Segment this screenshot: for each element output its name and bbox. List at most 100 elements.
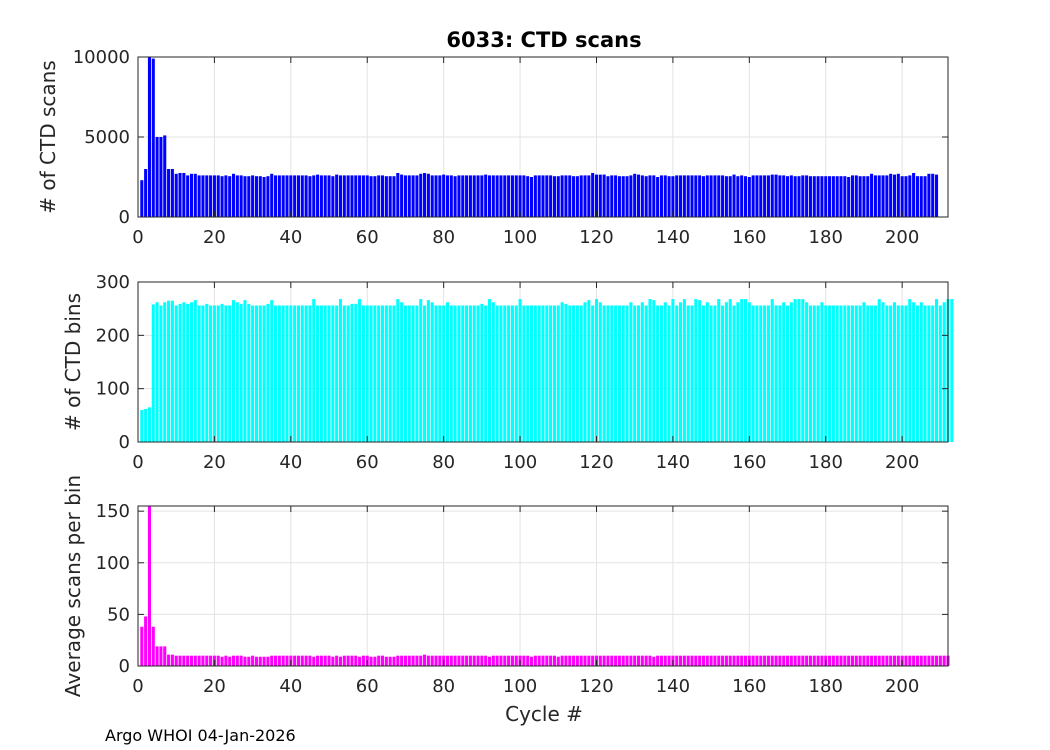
bar (763, 305, 767, 442)
bar (308, 305, 312, 442)
bar (766, 655, 770, 666)
y-tick-label: 0 (119, 432, 130, 453)
bar (495, 655, 499, 666)
x-tick-label: 0 (132, 227, 143, 248)
bar (510, 305, 514, 442)
x-tick-label: 120 (579, 452, 613, 473)
bar (763, 655, 767, 666)
bar (556, 656, 560, 666)
y-tick-label: 5000 (84, 127, 130, 148)
x-tick-label: 20 (203, 452, 226, 473)
bar (445, 302, 450, 442)
bar (877, 299, 881, 442)
bar (805, 655, 809, 666)
bar (931, 305, 935, 442)
bar (935, 299, 939, 442)
bar (587, 300, 591, 442)
bar (889, 173, 893, 217)
bar (892, 302, 897, 442)
bar (740, 175, 744, 217)
bar (354, 175, 358, 217)
bar (556, 176, 560, 217)
y-tick-label: 100 (96, 379, 130, 400)
bar (828, 655, 832, 666)
bar (155, 302, 159, 442)
bar (270, 173, 274, 217)
bar (403, 655, 407, 666)
bar (231, 300, 236, 442)
bar (258, 305, 262, 442)
bar (682, 655, 686, 666)
bar (896, 305, 900, 442)
bar (778, 305, 782, 442)
bar (453, 655, 457, 666)
x-tick-label: 160 (732, 227, 766, 248)
bar (904, 305, 908, 442)
bar (694, 175, 698, 217)
bar (438, 655, 442, 666)
bar (835, 305, 839, 442)
bar (423, 305, 427, 442)
bar (598, 174, 602, 217)
bar (843, 305, 847, 442)
bar (919, 302, 923, 442)
x-tick-label: 200 (885, 676, 919, 697)
bar (304, 305, 308, 442)
bar (281, 305, 285, 442)
bar (205, 175, 209, 217)
bar (682, 299, 686, 442)
bar (572, 655, 576, 666)
bar (495, 305, 499, 442)
bar (530, 177, 534, 217)
bar (713, 175, 717, 217)
bar (426, 173, 430, 217)
bar (789, 655, 793, 666)
bar (805, 302, 809, 442)
bar (560, 302, 564, 442)
bar (514, 305, 518, 442)
bar (419, 655, 423, 666)
bar (789, 175, 793, 217)
bar (361, 655, 365, 666)
bar (667, 176, 671, 217)
bar (709, 305, 713, 442)
bar (575, 305, 579, 442)
bar (476, 305, 480, 442)
bar (239, 175, 243, 217)
bar (224, 655, 228, 666)
bar (881, 175, 885, 217)
bar (766, 175, 770, 217)
bar (782, 655, 786, 666)
bar (430, 175, 434, 217)
bar (705, 175, 709, 217)
bar (354, 303, 358, 442)
bar (457, 175, 461, 217)
bar (258, 176, 262, 217)
bar (705, 655, 709, 666)
bar (774, 174, 778, 217)
bar (277, 655, 281, 666)
bar (327, 305, 331, 442)
bar (262, 305, 266, 442)
bar (419, 173, 423, 217)
bar (721, 305, 725, 442)
bar (461, 305, 465, 442)
bar (373, 305, 377, 442)
bar (598, 655, 602, 666)
panel-3: 0 20 40 60 80 100 120 140 160 180 200 0 50 100 150 Aver… (61, 475, 950, 697)
x-tick-label: 120 (579, 676, 613, 697)
bar (407, 175, 411, 217)
bar (274, 175, 278, 217)
bar (384, 305, 388, 442)
bar (189, 173, 194, 217)
bar (438, 175, 442, 217)
bar (338, 656, 343, 666)
bar (858, 655, 862, 666)
bar (782, 302, 786, 442)
bar (193, 300, 197, 442)
bar (491, 175, 495, 217)
bar (663, 175, 667, 217)
bar (312, 656, 316, 666)
bar (873, 305, 877, 442)
bar (881, 302, 885, 442)
